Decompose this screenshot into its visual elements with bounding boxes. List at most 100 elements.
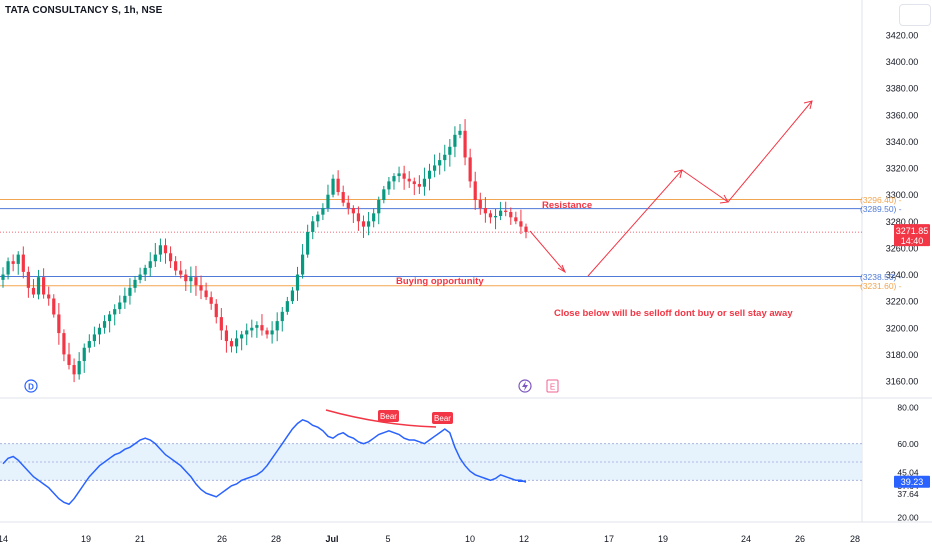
candle-body[interactable]: [52, 298, 56, 315]
candle-body[interactable]: [321, 208, 325, 215]
candle-body[interactable]: [57, 314, 61, 334]
resistance-annotation[interactable]: Resistance: [542, 200, 592, 211]
candle-body[interactable]: [163, 245, 168, 254]
candle-body[interactable]: [346, 202, 350, 208]
candle-body[interactable]: [412, 181, 416, 185]
candle-body[interactable]: [67, 354, 71, 366]
candle-body[interactable]: [417, 184, 421, 187]
candle-body[interactable]: [21, 254, 25, 272]
candle-body[interactable]: [62, 333, 66, 355]
candle-body[interactable]: [300, 254, 305, 275]
candle-body[interactable]: [392, 176, 396, 182]
candle-body[interactable]: [118, 302, 122, 310]
candle-body[interactable]: [524, 226, 528, 232]
candle-body[interactable]: [82, 347, 86, 362]
candle-body[interactable]: [290, 290, 295, 302]
candle-body[interactable]: [397, 173, 401, 177]
candle-body[interactable]: [47, 294, 51, 299]
candle-body[interactable]: [427, 170, 432, 179]
candle-body[interactable]: [514, 217, 518, 222]
note-annotation[interactable]: Close below will be selloff dont buy or …: [554, 308, 793, 319]
candle-body[interactable]: [153, 254, 157, 262]
candle-body[interactable]: [77, 361, 81, 375]
candle-body[interactable]: [407, 178, 411, 182]
rsi-line[interactable]: [2, 418, 527, 506]
candle-body[interactable]: [148, 261, 152, 268]
candle-body[interactable]: [250, 327, 254, 331]
candle-body[interactable]: [219, 317, 223, 331]
candle-body[interactable]: [458, 130, 462, 135]
earnings-marker[interactable]: [546, 379, 559, 393]
candle-body[interactable]: [97, 327, 102, 335]
candle-body[interactable]: [311, 221, 315, 232]
candle-body[interactable]: [372, 213, 376, 222]
candle-body[interactable]: [509, 211, 513, 218]
candle-body[interactable]: [382, 189, 386, 201]
candle-body[interactable]: [438, 160, 442, 166]
candle-body[interactable]: [463, 130, 467, 158]
candle-body[interactable]: [306, 231, 310, 255]
candle-body[interactable]: [133, 279, 137, 288]
dividend-marker[interactable]: [24, 379, 38, 393]
candle-body[interactable]: [240, 334, 244, 339]
candle-body[interactable]: [473, 181, 477, 201]
candle-body[interactable]: [280, 311, 284, 322]
candle-body[interactable]: [209, 297, 213, 304]
candle-body[interactable]: [260, 325, 264, 331]
candle-body[interactable]: [179, 270, 183, 275]
candle-body[interactable]: [351, 208, 355, 214]
candle-body[interactable]: [194, 277, 198, 286]
candle-body[interactable]: [326, 194, 330, 208]
candle-body[interactable]: [402, 173, 406, 179]
candle-body[interactable]: [158, 245, 163, 255]
candle-body[interactable]: [26, 271, 30, 288]
candle-body[interactable]: [275, 321, 279, 331]
candle-body[interactable]: [108, 314, 112, 322]
candle-body[interactable]: [443, 154, 447, 161]
top-right-button[interactable]: [899, 4, 931, 26]
candle-body[interactable]: [483, 208, 487, 214]
bear-label-2[interactable]: Bear: [434, 414, 451, 423]
candle-body[interactable]: [377, 200, 381, 214]
candle-body[interactable]: [285, 301, 289, 312]
candle-body[interactable]: [316, 214, 320, 222]
candle-body[interactable]: [224, 330, 229, 342]
candle-body[interactable]: [519, 221, 523, 227]
candle-body[interactable]: [128, 287, 132, 296]
candle-body[interactable]: [255, 325, 259, 328]
candle-body[interactable]: [168, 253, 173, 262]
candle-body[interactable]: [245, 330, 249, 335]
candle-body[interactable]: [72, 365, 76, 375]
candle-body[interactable]: [341, 192, 345, 203]
candle-body[interactable]: [113, 309, 117, 315]
projection-path[interactable]: [587, 100, 813, 277]
candle-body[interactable]: [361, 221, 366, 227]
candle-body[interactable]: [138, 274, 142, 280]
candle-body[interactable]: [499, 210, 503, 216]
candle-body[interactable]: [433, 165, 437, 171]
candle-body[interactable]: [189, 277, 193, 282]
candle-body[interactable]: [92, 334, 96, 342]
candle-body[interactable]: [453, 134, 457, 147]
candle-body[interactable]: [468, 157, 472, 182]
candle-body[interactable]: [295, 274, 300, 291]
candle-body[interactable]: [199, 285, 203, 291]
candle-body[interactable]: [234, 338, 239, 347]
candle-body[interactable]: [356, 213, 361, 222]
candle-body[interactable]: [504, 210, 508, 212]
candle-body[interactable]: [174, 261, 178, 271]
candle-body[interactable]: [143, 267, 147, 275]
candle-body[interactable]: [123, 295, 127, 303]
candle-body[interactable]: [270, 330, 274, 335]
candle-body[interactable]: [6, 261, 10, 275]
candle-body[interactable]: [87, 341, 91, 348]
candle-body[interactable]: [36, 277, 41, 295]
candle-body[interactable]: [366, 221, 371, 227]
candle-body[interactable]: [422, 178, 427, 187]
candle-body[interactable]: [336, 178, 340, 193]
bear-label-1[interactable]: Bear: [380, 412, 397, 421]
candle-body[interactable]: [448, 146, 452, 155]
candle-body[interactable]: [204, 290, 208, 298]
